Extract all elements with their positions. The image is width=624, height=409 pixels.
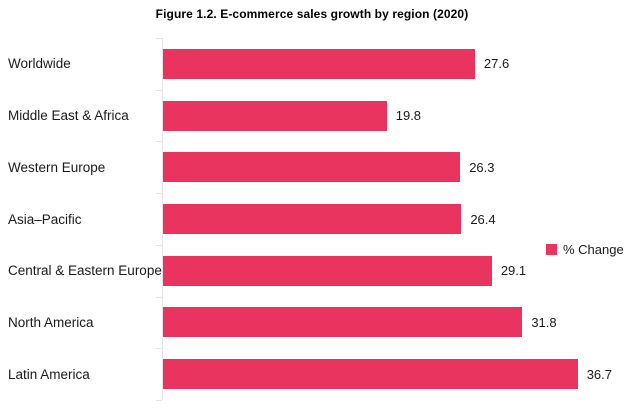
axis-tick	[156, 193, 162, 195]
value-label: 29.1	[500, 263, 527, 279]
bar	[163, 255, 492, 286]
category-label: North America	[8, 314, 94, 330]
value-label: 31.8	[531, 314, 557, 330]
category-label: Middle East & Africa	[8, 108, 129, 124]
axis-tick	[156, 141, 162, 143]
axis-tick	[156, 89, 162, 91]
category-label: Latin America	[8, 366, 90, 382]
axis-tick	[156, 400, 162, 401]
bar-row: 26.4	[163, 193, 615, 245]
value-label: 27.6	[483, 56, 510, 72]
bar-row: 29.1	[163, 245, 615, 297]
axis-tick	[156, 296, 162, 298]
legend: % Change	[546, 242, 624, 257]
category-label: Central & Eastern Europe	[8, 263, 162, 279]
bar-row: 27.6	[163, 38, 615, 90]
legend-label: % Change	[563, 242, 624, 257]
category-label: Asia–Pacific	[8, 211, 82, 227]
bar	[163, 152, 461, 183]
bar	[163, 307, 523, 338]
axis-tick	[156, 38, 162, 39]
bar-row: 36.7	[163, 348, 615, 400]
category-label: Worldwide	[8, 56, 71, 72]
bar	[163, 204, 462, 235]
bar-rows: 27.6 19.8 26.3 26.4 29.1 31.8 36.7	[163, 38, 615, 400]
axis-tick	[156, 348, 162, 350]
chart-title: Figure 1.2. E-commerce sales growth by r…	[155, 7, 469, 21]
bar	[163, 359, 578, 390]
value-label: 26.3	[469, 159, 495, 175]
bar	[163, 48, 475, 79]
value-label: 36.7	[586, 366, 613, 382]
legend-swatch	[546, 244, 557, 255]
axis-tick	[156, 244, 162, 246]
category-label: Western Europe	[8, 159, 106, 175]
bar-row: 26.3	[163, 141, 615, 193]
value-label: 26.4	[470, 211, 496, 227]
bar-row: 19.8	[163, 90, 615, 142]
category-labels: Worldwide Middle East & Africa Western Eur…	[8, 38, 162, 400]
value-label: 19.8	[395, 108, 422, 124]
plot-area: 27.6 19.8 26.3 26.4 29.1 31.8 36.7	[156, 38, 615, 401]
bar-row: 31.8	[163, 297, 615, 349]
bar	[163, 100, 387, 131]
